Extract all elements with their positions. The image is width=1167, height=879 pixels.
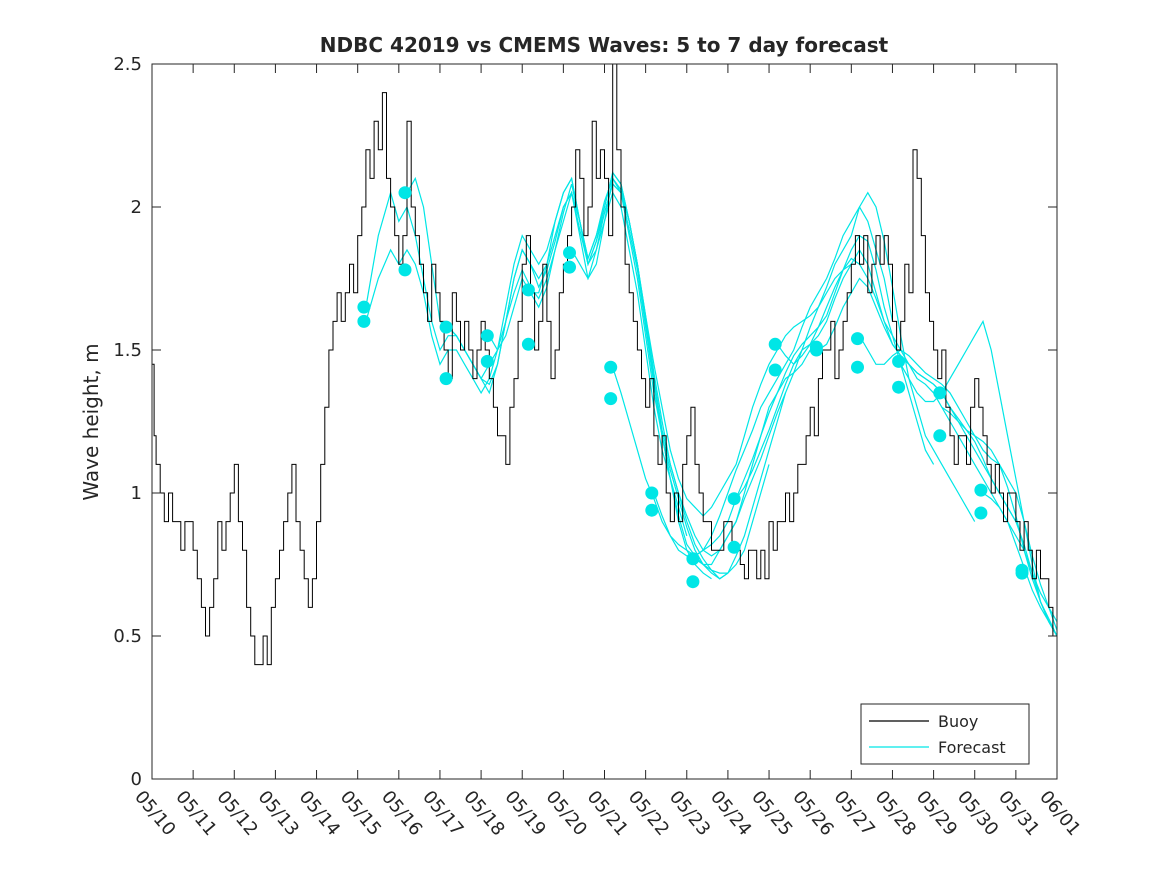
forecast-marker	[686, 552, 700, 566]
forecast-marker	[645, 503, 659, 517]
y-tick-label: 0.5	[113, 626, 142, 647]
forecast-marker	[604, 360, 618, 374]
forecast-marker	[974, 506, 988, 520]
y-tick-label: 1.5	[113, 340, 142, 361]
buoy-line	[152, 64, 1054, 666]
forecast-marker	[439, 320, 453, 334]
forecast-marker	[727, 540, 741, 554]
series-group	[152, 64, 1057, 666]
forecast-marker	[892, 380, 906, 394]
forecast-marker	[933, 386, 947, 400]
forecast-marker	[480, 354, 494, 368]
forecast-marker	[563, 246, 576, 260]
legend-label-buoy: Buoy	[938, 712, 978, 731]
legend: Buoy Forecast	[860, 703, 1030, 765]
forecast-marker	[645, 486, 659, 500]
forecast-line-6	[529, 171, 811, 557]
y-tick-label: 1	[131, 483, 142, 504]
forecast-marker	[604, 392, 618, 406]
y-tick-label: 2	[131, 197, 142, 218]
forecast-line-15	[900, 319, 1057, 637]
y-tick-label: 2.5	[113, 54, 142, 75]
forecast-marker	[768, 363, 782, 377]
forecast-line-8	[612, 205, 894, 557]
forecast-marker	[480, 329, 494, 343]
forecast-marker	[357, 314, 371, 328]
forecast-line-9	[653, 234, 935, 557]
forecast-marker	[851, 332, 864, 346]
y-tick-label: 0	[131, 769, 142, 790]
forecast-marker	[686, 575, 700, 589]
forecast-line-11	[735, 248, 1017, 522]
forecast-marker	[357, 300, 371, 314]
forecast-marker	[892, 354, 906, 368]
forecast-line-12	[776, 257, 1057, 622]
legend-label-forecast: Forecast	[938, 738, 1006, 757]
chart-title: NDBC 42019 vs CMEMS Waves: 5 to 7 day fo…	[320, 33, 889, 57]
forecast-marker	[521, 337, 535, 351]
forecast-marker	[851, 360, 864, 374]
forecast-marker	[563, 260, 576, 274]
forecast-marker	[974, 483, 988, 497]
forecast-line-10	[694, 191, 976, 566]
forecast-line-17	[982, 492, 1057, 637]
forecast-marker	[1015, 566, 1029, 580]
forecast-marker	[398, 186, 412, 200]
forecast-marker	[521, 283, 535, 297]
forecast-marker	[398, 263, 412, 277]
forecast-marker	[933, 429, 947, 443]
forecast-marker	[439, 372, 453, 386]
forecast-marker	[727, 492, 741, 506]
y-axis-label: Wave height, m	[79, 343, 103, 500]
forecast-marker	[809, 343, 823, 357]
forecast-marker	[768, 337, 782, 351]
legend-box	[860, 703, 1030, 765]
